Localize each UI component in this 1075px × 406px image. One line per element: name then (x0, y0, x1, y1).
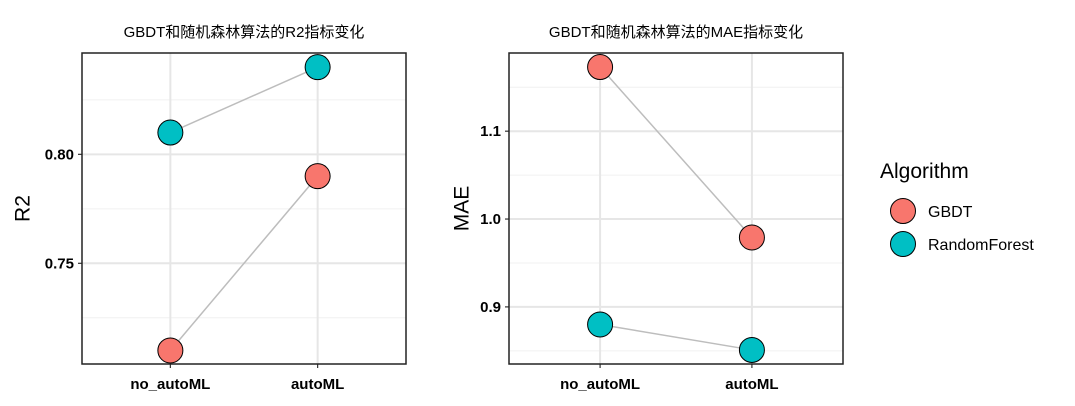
point-gbdt-automl (738, 224, 765, 251)
series-line-randomforest (170, 66, 318, 134)
plot-border (508, 52, 844, 365)
point-gbdt-automl (304, 163, 331, 190)
chart-title: GBDT和随机森林算法的R2指标变化 (124, 23, 365, 41)
point-randomforest-automl (738, 336, 765, 363)
legend-item-gbdt: GBDT (890, 198, 973, 224)
panel-r2: 0.75 0.80 no_autoML autoML GBDT和随机森林算法的R2指标变… (12, 23, 407, 393)
legend-item-randomforest: RandomForest (890, 231, 1034, 257)
legend-key-icon (890, 231, 916, 257)
legend-key-icon (890, 198, 916, 224)
point-randomforest-no_automl (587, 311, 614, 338)
legend: Algorithm GBDT RandomForest (880, 160, 1034, 257)
y-axis-label: MAE (451, 186, 474, 232)
y-tick-label: 0.9 (480, 299, 501, 316)
legend-title: Algorithm (880, 160, 969, 183)
chart-title: GBDT和随机森林算法的MAE指标变化 (549, 23, 803, 41)
y-tick-label: 1.0 (480, 211, 501, 228)
y-axis-label: R2 (12, 195, 35, 222)
panel-mae: 0.9 1.0 1.1 no_autoML autoML GBDT和随机森林算法的MAE指… (451, 23, 844, 393)
y-tick-label: 0.75 (45, 255, 74, 272)
x-tick-label: autoML (291, 376, 344, 393)
series-line-gbdt (169, 175, 319, 351)
series-line-randomforest (599, 323, 753, 351)
plot-border (81, 52, 407, 365)
point-randomforest-automl (304, 54, 331, 81)
x-tick-label: no_autoML (560, 376, 640, 393)
point-randomforest-no_automl (157, 119, 184, 146)
x-tick-label: no_autoML (130, 376, 210, 393)
legend-label: RandomForest (928, 237, 1034, 254)
point-gbdt-no_automl (157, 337, 184, 364)
x-tick-label: autoML (725, 376, 778, 393)
point-gbdt-no_automl (587, 54, 614, 81)
plot-background (509, 53, 843, 364)
series-line-gbdt (599, 66, 753, 238)
legend-label: GBDT (928, 204, 973, 221)
y-tick-label: 0.80 (45, 146, 74, 163)
y-tick-label: 1.1 (480, 123, 501, 140)
